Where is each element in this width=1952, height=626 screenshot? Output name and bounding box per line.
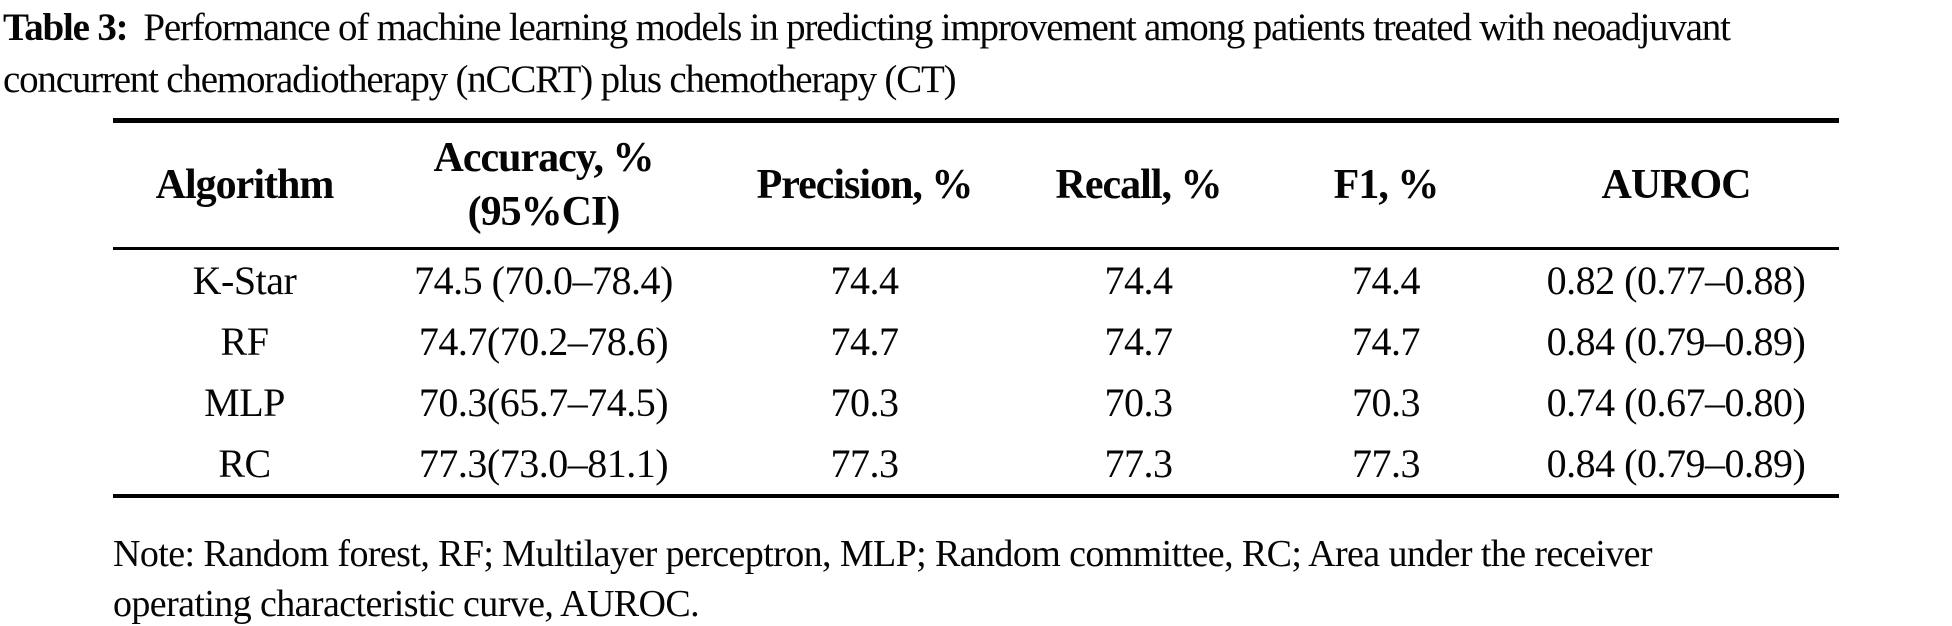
- caption-line-2: concurrent chemoradiotherapy (nCCRT) plu…: [3, 58, 957, 101]
- cell-f1: 77.3: [1352, 441, 1421, 486]
- column-header-algorithm: Algorithm: [155, 162, 335, 208]
- cell-recall: 74.7: [1104, 319, 1174, 364]
- cell-precision: 74.7: [830, 319, 900, 364]
- table-row-mlp: MLP 70.3(65.7–74.5) 70.3 70.3 70.3 0.74 …: [113, 372, 1839, 433]
- table-row-rc: RC 77.3(73.0–81.1) 77.3 77.3 77.3 0.84 (…: [113, 433, 1839, 496]
- cell-algorithm: RF: [220, 319, 269, 364]
- column-header-accuracy-line2: (95%CI): [467, 189, 621, 235]
- cell-f1: 70.3: [1352, 380, 1421, 425]
- cell-recall: 70.3: [1104, 380, 1174, 425]
- footnote-line-2: operating characteristic curve, AUROC.: [113, 583, 700, 625]
- cell-precision: 74.4: [830, 258, 900, 303]
- cell-accuracy: 74.7(70.2–78.6): [418, 319, 669, 364]
- cell-f1: 74.4: [1352, 258, 1421, 303]
- footnote-line-1: Note: Random forest, RF; Multilayer perc…: [113, 533, 1653, 575]
- column-header-f1: F1, %: [1333, 162, 1440, 208]
- cell-algorithm: MLP: [204, 380, 285, 425]
- caption-text-line1: Performance of machine learning models i…: [143, 6, 1731, 49]
- cell-f1: 74.7: [1352, 319, 1421, 364]
- performance-table: Algorithm Accuracy, % (95%CI) Precision,…: [113, 118, 1839, 498]
- cell-recall: 74.4: [1104, 258, 1174, 303]
- column-header-recall: Recall, %: [1055, 162, 1223, 208]
- cell-precision: 70.3: [830, 380, 900, 425]
- column-header-accuracy-line1: Accuracy, %: [433, 135, 655, 181]
- cell-auroc: 0.84 (0.79–0.89): [1546, 441, 1806, 486]
- table-header: Algorithm Accuracy, % (95%CI) Precision,…: [113, 120, 1839, 249]
- cell-auroc: 0.82 (0.77–0.88): [1546, 258, 1806, 303]
- cell-accuracy: 70.3(65.7–74.5): [418, 380, 669, 425]
- table-row-rf: RF 74.7(70.2–78.6) 74.7 74.7 74.7 0.84 (…: [113, 311, 1839, 372]
- cell-auroc: 0.84 (0.79–0.89): [1546, 319, 1806, 364]
- table-footnote: Note: Random forest, RF; Multilayer perc…: [113, 529, 1873, 626]
- table-body: K-Star 74.5 (70.0–78.4) 74.4 74.4 74.4 0…: [113, 249, 1839, 496]
- cell-algorithm: RC: [218, 441, 271, 486]
- column-header-accuracy: Accuracy, % (95%CI): [376, 121, 711, 249]
- column-header-auroc: AUROC: [1601, 162, 1752, 208]
- caption-label: Table 3:: [3, 6, 129, 49]
- cell-accuracy: 74.5 (70.0–78.4): [414, 258, 673, 303]
- cell-algorithm: K-Star: [192, 258, 297, 303]
- cell-recall: 77.3: [1104, 441, 1174, 486]
- cell-precision: 77.3: [830, 441, 900, 486]
- caption-line-1: Table 3: Performance of machine learning …: [3, 2, 1952, 54]
- cell-auroc: 0.74 (0.67–0.80): [1546, 380, 1806, 425]
- table-row-kstar: K-Star 74.5 (70.0–78.4) 74.4 74.4 74.4 0…: [113, 249, 1839, 312]
- table-caption: Table 3: Performance of machine learning …: [3, 2, 1952, 106]
- cell-accuracy: 77.3(73.0–81.1): [418, 441, 669, 486]
- header-row: Algorithm Accuracy, % (95%CI) Precision,…: [113, 120, 1839, 249]
- column-header-precision: Precision, %: [756, 162, 974, 208]
